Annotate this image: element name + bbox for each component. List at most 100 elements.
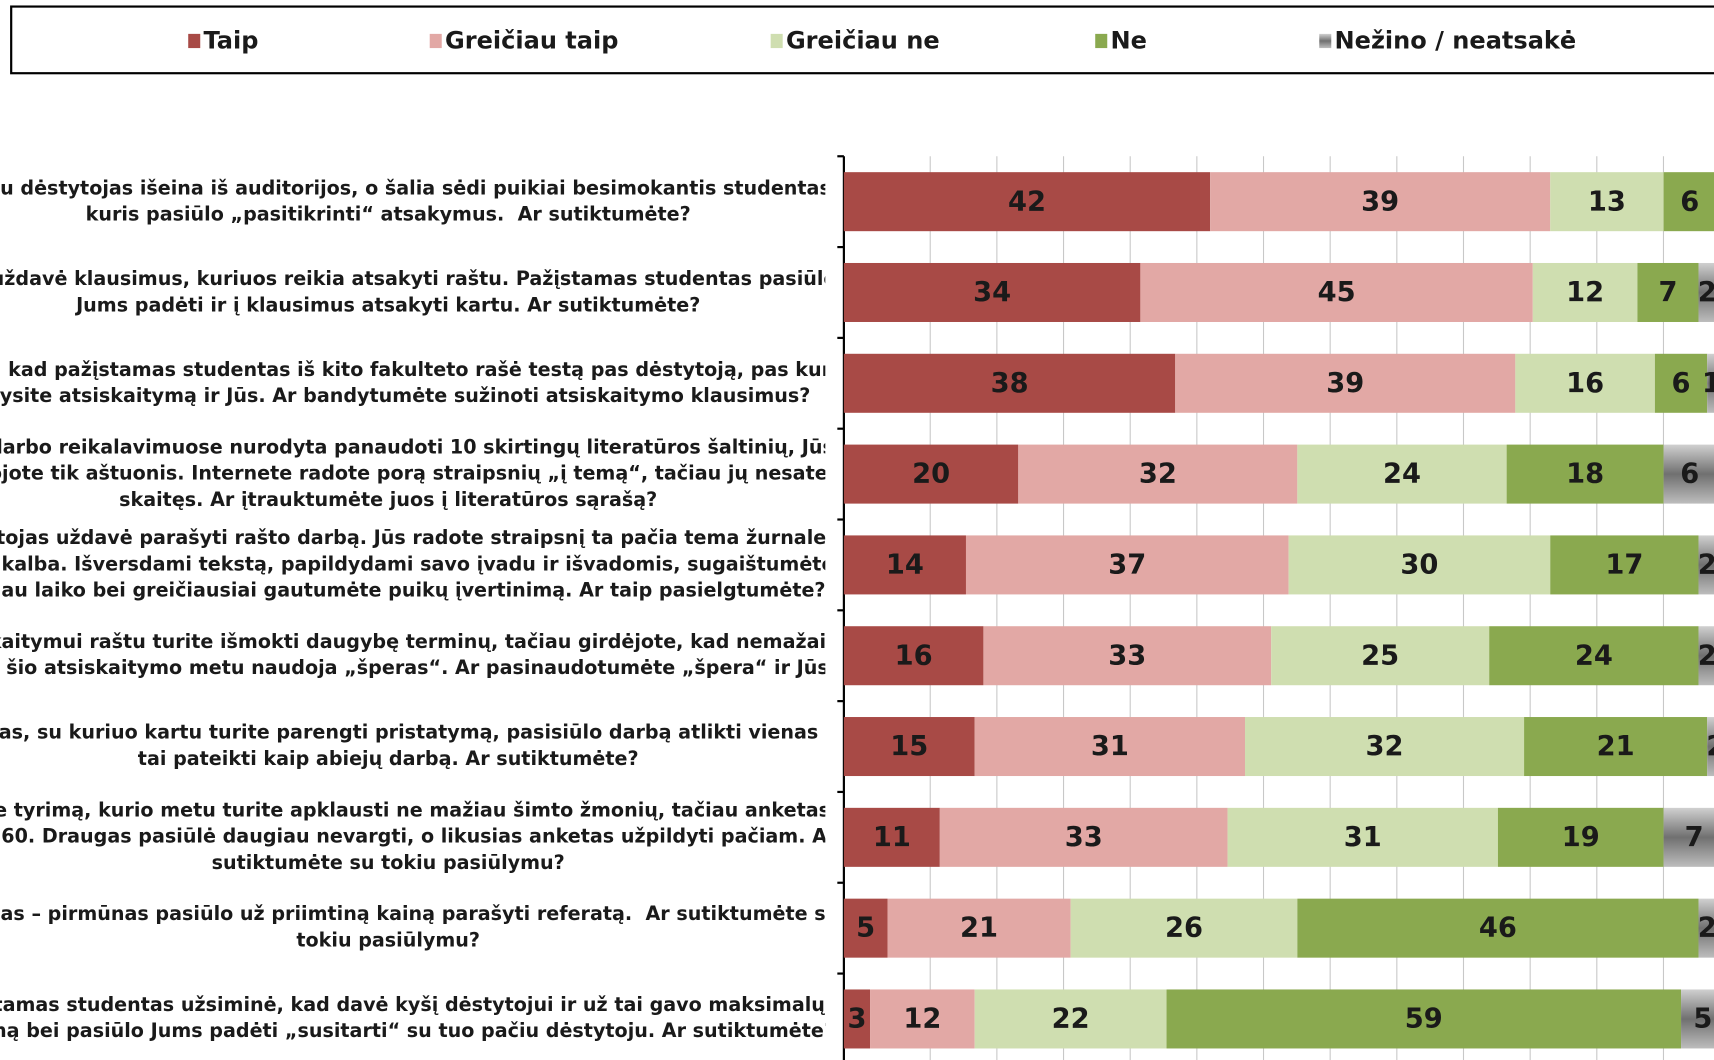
legend-swatch <box>188 33 201 49</box>
value-label: 7 <box>1685 822 1704 853</box>
value-label: 5 <box>1693 1004 1712 1035</box>
value-label: 1 <box>1702 368 1714 399</box>
value-label: 24 <box>1383 459 1421 490</box>
bar-segment <box>1018 444 1298 504</box>
value-label: 22 <box>1052 1004 1090 1035</box>
value-label: 14 <box>886 550 924 581</box>
bar-segment <box>843 807 940 867</box>
category-label-box: o metu dėstytojas išeina iš auditorijos,… <box>0 178 825 226</box>
category-label-box: ojas uždavė klausimus, kuriuos reikia at… <box>0 268 825 317</box>
legend-box <box>10 5 1714 75</box>
category-label: draugas, su kuriuo kartu turite parengti… <box>0 722 825 771</box>
bar-segment <box>1698 535 1714 595</box>
value-label: 33 <box>1065 822 1103 853</box>
bar-segment <box>843 444 1019 504</box>
bar-segment <box>1506 444 1664 504</box>
bar-segment <box>974 989 1167 1049</box>
category-label-box: tsiskaitymui raštu turite išmokti daugyb… <box>0 631 826 680</box>
legend-swatch <box>1095 33 1108 49</box>
value-label: 21 <box>1597 731 1635 762</box>
legend-swatch <box>429 33 442 49</box>
category-label: tsiskaitymui raštu turite išmokti daugyb… <box>0 631 826 680</box>
bar-segment <box>1681 989 1714 1049</box>
category-label-box: draugas, su kuriuo kartu turite parengti… <box>0 722 825 771</box>
bar-segment <box>1707 353 1714 413</box>
value-label: 16 <box>895 640 933 671</box>
category-label-box: inio darbo reikalavimuose nurodyta panau… <box>0 437 825 511</box>
bar-segment <box>1297 898 1699 958</box>
value-label: 20 <box>912 459 950 490</box>
bar-segment <box>1297 444 1507 504</box>
value-label: 2 <box>1698 913 1714 944</box>
bar-segment <box>1637 262 1699 322</box>
value-label: 39 <box>1361 186 1399 217</box>
value-label: 31 <box>1344 822 1382 853</box>
bar-segment <box>1707 717 1714 777</box>
value-label: 38 <box>991 368 1029 399</box>
bar-segment <box>1663 172 1714 232</box>
value-label: 17 <box>1605 550 1643 581</box>
category-label-box: inote, kad pažįstamas studentas iš kito … <box>0 359 825 407</box>
value-label: 6 <box>1672 368 1691 399</box>
bar-segment <box>1532 262 1638 322</box>
bar-segment <box>1227 807 1498 867</box>
value-label: 32 <box>1139 459 1177 490</box>
value-label: 45 <box>1318 277 1356 308</box>
value-label: 2 <box>1706 731 1714 762</box>
bar-segment <box>843 535 966 595</box>
legend-label: Greičiau taip <box>445 27 618 55</box>
value-label: 6 <box>1680 459 1699 490</box>
value-label: 3 <box>847 1004 866 1035</box>
value-label: 26 <box>1165 913 1203 944</box>
category-label-box: ekate tyrimą, kurio metu turite apklaust… <box>0 800 826 875</box>
value-label: 21 <box>960 913 998 944</box>
bar-segment <box>1698 262 1714 322</box>
bar-segment <box>1663 807 1714 867</box>
bar-segment <box>1550 535 1699 595</box>
value-label: 7 <box>1658 277 1677 308</box>
bar-segment <box>1550 172 1664 232</box>
value-label: 39 <box>1326 368 1364 399</box>
bar-segment <box>983 626 1272 686</box>
value-label: 12 <box>1566 277 1604 308</box>
bar-segment <box>843 898 888 958</box>
value-label: 18 <box>1566 459 1604 490</box>
bar-segment <box>843 626 984 686</box>
legend-swatch <box>770 33 783 49</box>
value-label: 34 <box>973 277 1011 308</box>
bar-segment <box>843 262 1141 322</box>
category-label-box: ažįstamas studentas užsiminė, kad davė k… <box>0 994 826 1043</box>
value-label: 46 <box>1479 913 1517 944</box>
bar-segment <box>1663 444 1714 504</box>
value-label: 59 <box>1405 1004 1443 1035</box>
value-label: 12 <box>903 1004 941 1035</box>
value-label: 2 <box>1698 277 1714 308</box>
value-label: 37 <box>1108 550 1146 581</box>
value-label: 33 <box>1108 640 1146 671</box>
bar-segment <box>939 807 1228 867</box>
category-label: ekate tyrimą, kurio metu turite apklaust… <box>0 800 826 875</box>
bar-segment <box>1175 353 1516 413</box>
bar-segment <box>1497 807 1664 867</box>
bar-segment <box>974 717 1246 777</box>
value-label: 30 <box>1400 550 1438 581</box>
bar-segment <box>1210 172 1551 232</box>
category-label-box: ėstytojas uždavė parašyti rašto darbą. J… <box>0 527 826 603</box>
legend-label: Ne <box>1111 27 1147 55</box>
bar-segment <box>1524 717 1708 777</box>
value-label: 13 <box>1588 186 1626 217</box>
value-label: 32 <box>1366 731 1404 762</box>
bar-segment <box>1271 626 1490 686</box>
category-label: ažįstamas studentas užsiminė, kad davė k… <box>0 994 826 1043</box>
category-label: ėstytojas uždavė parašyti rašto darbą. J… <box>0 527 826 603</box>
bar-segment <box>1698 898 1714 958</box>
bar-segment <box>887 898 1071 958</box>
legend-swatch <box>1319 33 1332 49</box>
bar-segment <box>1489 626 1699 686</box>
bar-segment <box>1166 989 1682 1049</box>
bar-segment <box>1070 898 1298 958</box>
value-label: 24 <box>1575 640 1613 671</box>
category-label: ojas uždavė klausimus, kuriuos reikia at… <box>0 268 825 317</box>
bar-segment <box>1515 353 1655 413</box>
